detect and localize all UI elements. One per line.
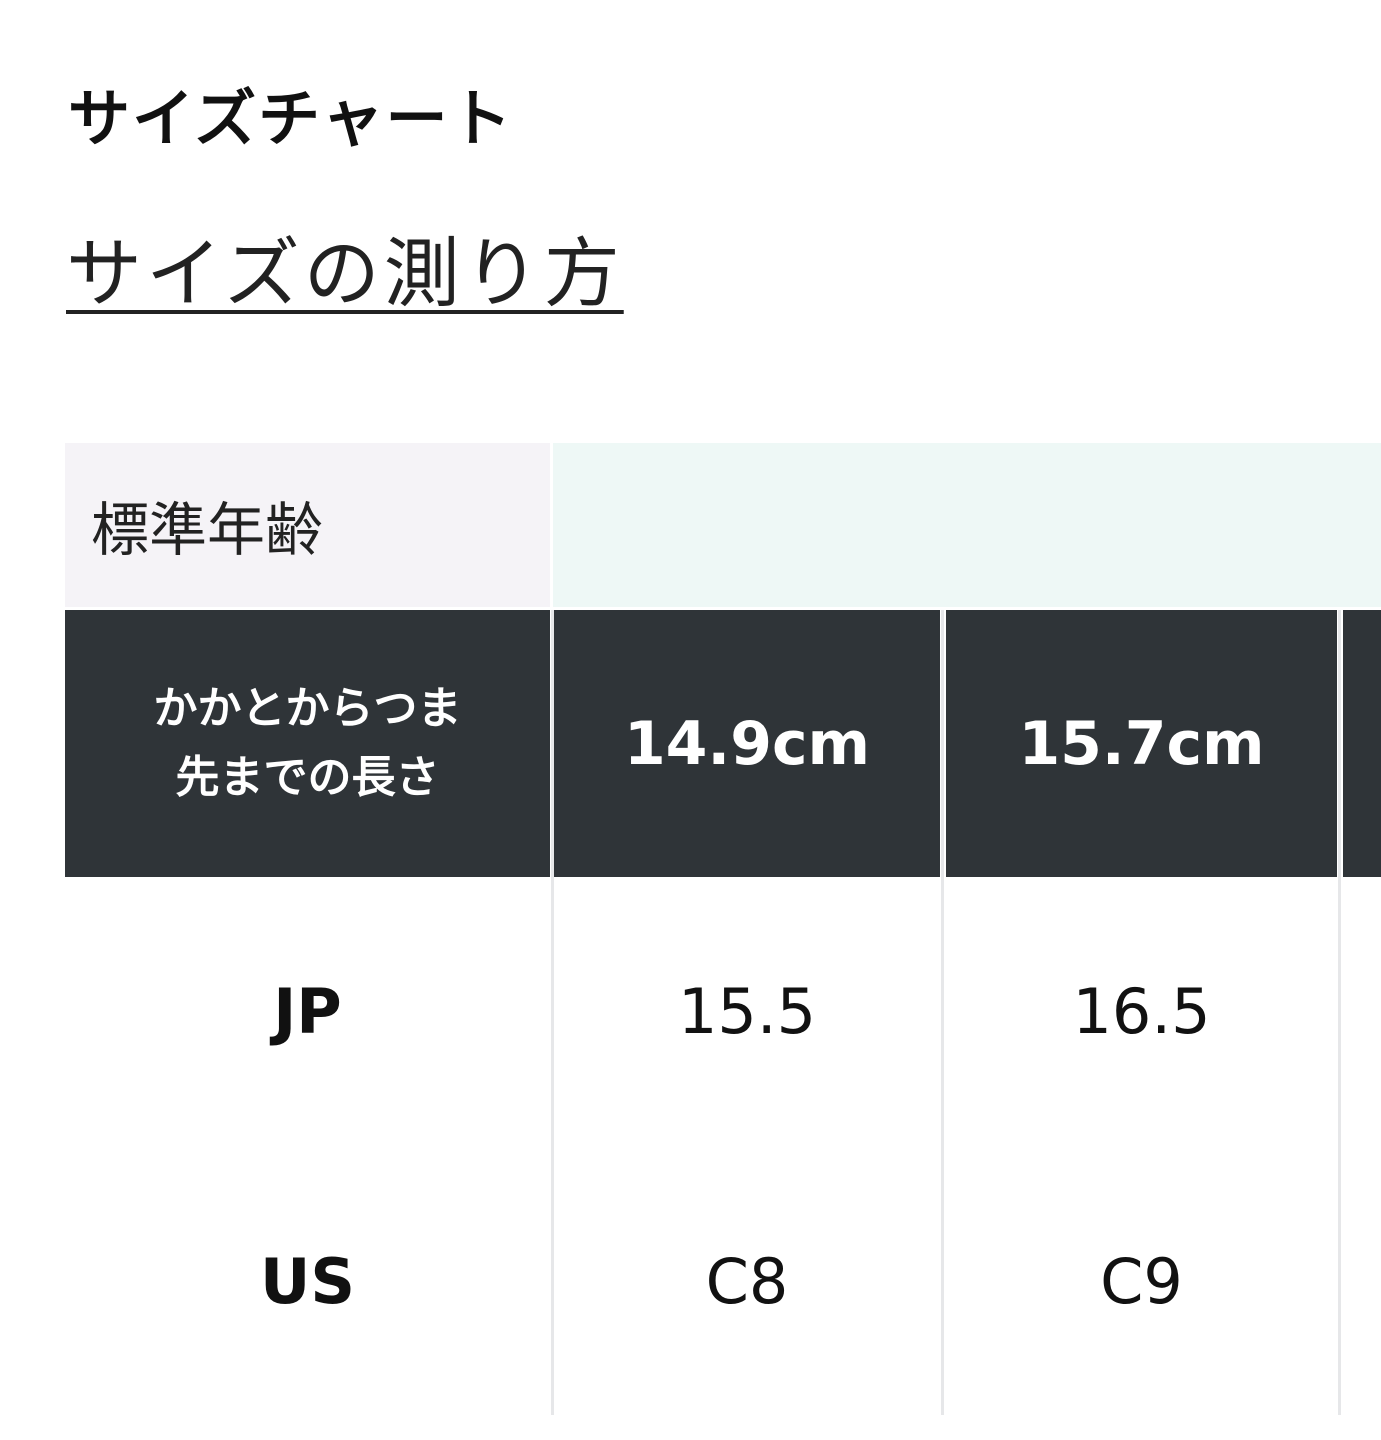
column-divider <box>551 610 554 1415</box>
foot-length-label-line1: かかとからつま <box>153 683 462 735</box>
size-row-jp: JP 15.5 16.5 <box>65 877 1381 1146</box>
standard-age-label: 標準年齢 <box>65 443 550 607</box>
page-title: サイズチャート <box>68 82 514 155</box>
column-divider <box>941 610 944 1415</box>
size-row-us: US C8 C9 <box>65 1147 1381 1416</box>
size-cell: 16.5 <box>1072 975 1211 1048</box>
length-cell: 14.9cm <box>554 610 940 877</box>
how-to-measure-link[interactable]: サイズの測り方 <box>66 229 624 318</box>
standard-age-values <box>553 443 1381 607</box>
length-cell-cut <box>1343 610 1381 877</box>
row-label: US <box>260 1245 355 1318</box>
foot-length-row: かかとからつま 先までの長さ 14.9cm 15.7cm <box>65 610 1381 877</box>
size-cell: C9 <box>1100 1245 1183 1318</box>
size-cell: C8 <box>705 1245 789 1318</box>
foot-length-label: かかとからつま 先までの長さ <box>65 610 550 877</box>
row-label: JP <box>273 975 342 1048</box>
length-cell: 15.7cm <box>946 610 1337 877</box>
column-divider <box>1338 610 1341 1415</box>
standard-age-row: 標準年齢 <box>65 443 1381 607</box>
size-cell: 15.5 <box>677 975 817 1048</box>
foot-length-label-line2: 先までの長さ <box>175 751 440 803</box>
